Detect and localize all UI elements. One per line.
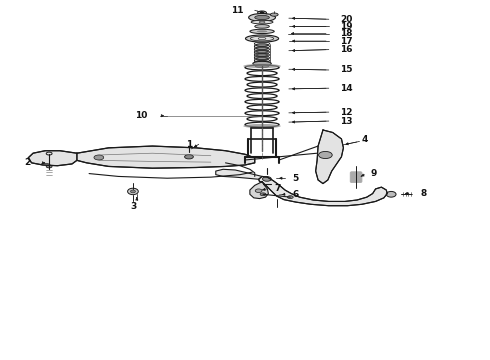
Ellipse shape: [46, 165, 52, 168]
Text: 20: 20: [340, 15, 352, 24]
Ellipse shape: [255, 64, 269, 68]
Ellipse shape: [250, 36, 274, 41]
Ellipse shape: [130, 190, 135, 193]
Text: 6: 6: [293, 190, 299, 199]
Ellipse shape: [251, 20, 273, 24]
Ellipse shape: [255, 15, 270, 19]
Ellipse shape: [185, 155, 194, 159]
Polygon shape: [250, 182, 269, 199]
Text: 10: 10: [135, 111, 147, 120]
Ellipse shape: [260, 193, 266, 196]
Text: 18: 18: [340, 29, 352, 38]
Ellipse shape: [257, 30, 268, 32]
Ellipse shape: [386, 192, 396, 197]
Text: 15: 15: [340, 66, 352, 75]
Text: 12: 12: [340, 108, 352, 117]
Ellipse shape: [255, 189, 262, 193]
Text: 7: 7: [274, 184, 281, 193]
Text: 4: 4: [362, 135, 368, 144]
Ellipse shape: [318, 152, 332, 158]
Ellipse shape: [244, 64, 281, 68]
Text: 13: 13: [340, 117, 352, 126]
Text: 1: 1: [186, 140, 193, 149]
Polygon shape: [216, 169, 262, 179]
Polygon shape: [316, 130, 343, 184]
Text: 3: 3: [131, 202, 137, 211]
Ellipse shape: [288, 196, 293, 199]
Ellipse shape: [253, 62, 271, 66]
Text: 8: 8: [420, 189, 427, 198]
Text: 14: 14: [340, 84, 353, 93]
Ellipse shape: [127, 188, 138, 195]
Polygon shape: [77, 146, 255, 168]
Ellipse shape: [260, 12, 264, 14]
Text: 5: 5: [293, 174, 299, 183]
Ellipse shape: [245, 35, 279, 42]
Ellipse shape: [270, 13, 278, 16]
Ellipse shape: [244, 124, 281, 128]
Ellipse shape: [255, 24, 270, 28]
Text: 11: 11: [232, 6, 244, 15]
Ellipse shape: [250, 29, 274, 33]
Ellipse shape: [94, 155, 104, 160]
Polygon shape: [259, 176, 387, 206]
Text: 2: 2: [24, 158, 30, 167]
Text: 16: 16: [340, 45, 352, 54]
FancyBboxPatch shape: [350, 172, 362, 183]
Text: 9: 9: [371, 169, 377, 178]
Text: 17: 17: [340, 37, 353, 46]
Text: 19: 19: [340, 22, 353, 31]
Ellipse shape: [248, 14, 275, 21]
Ellipse shape: [263, 177, 271, 181]
Polygon shape: [28, 151, 77, 166]
